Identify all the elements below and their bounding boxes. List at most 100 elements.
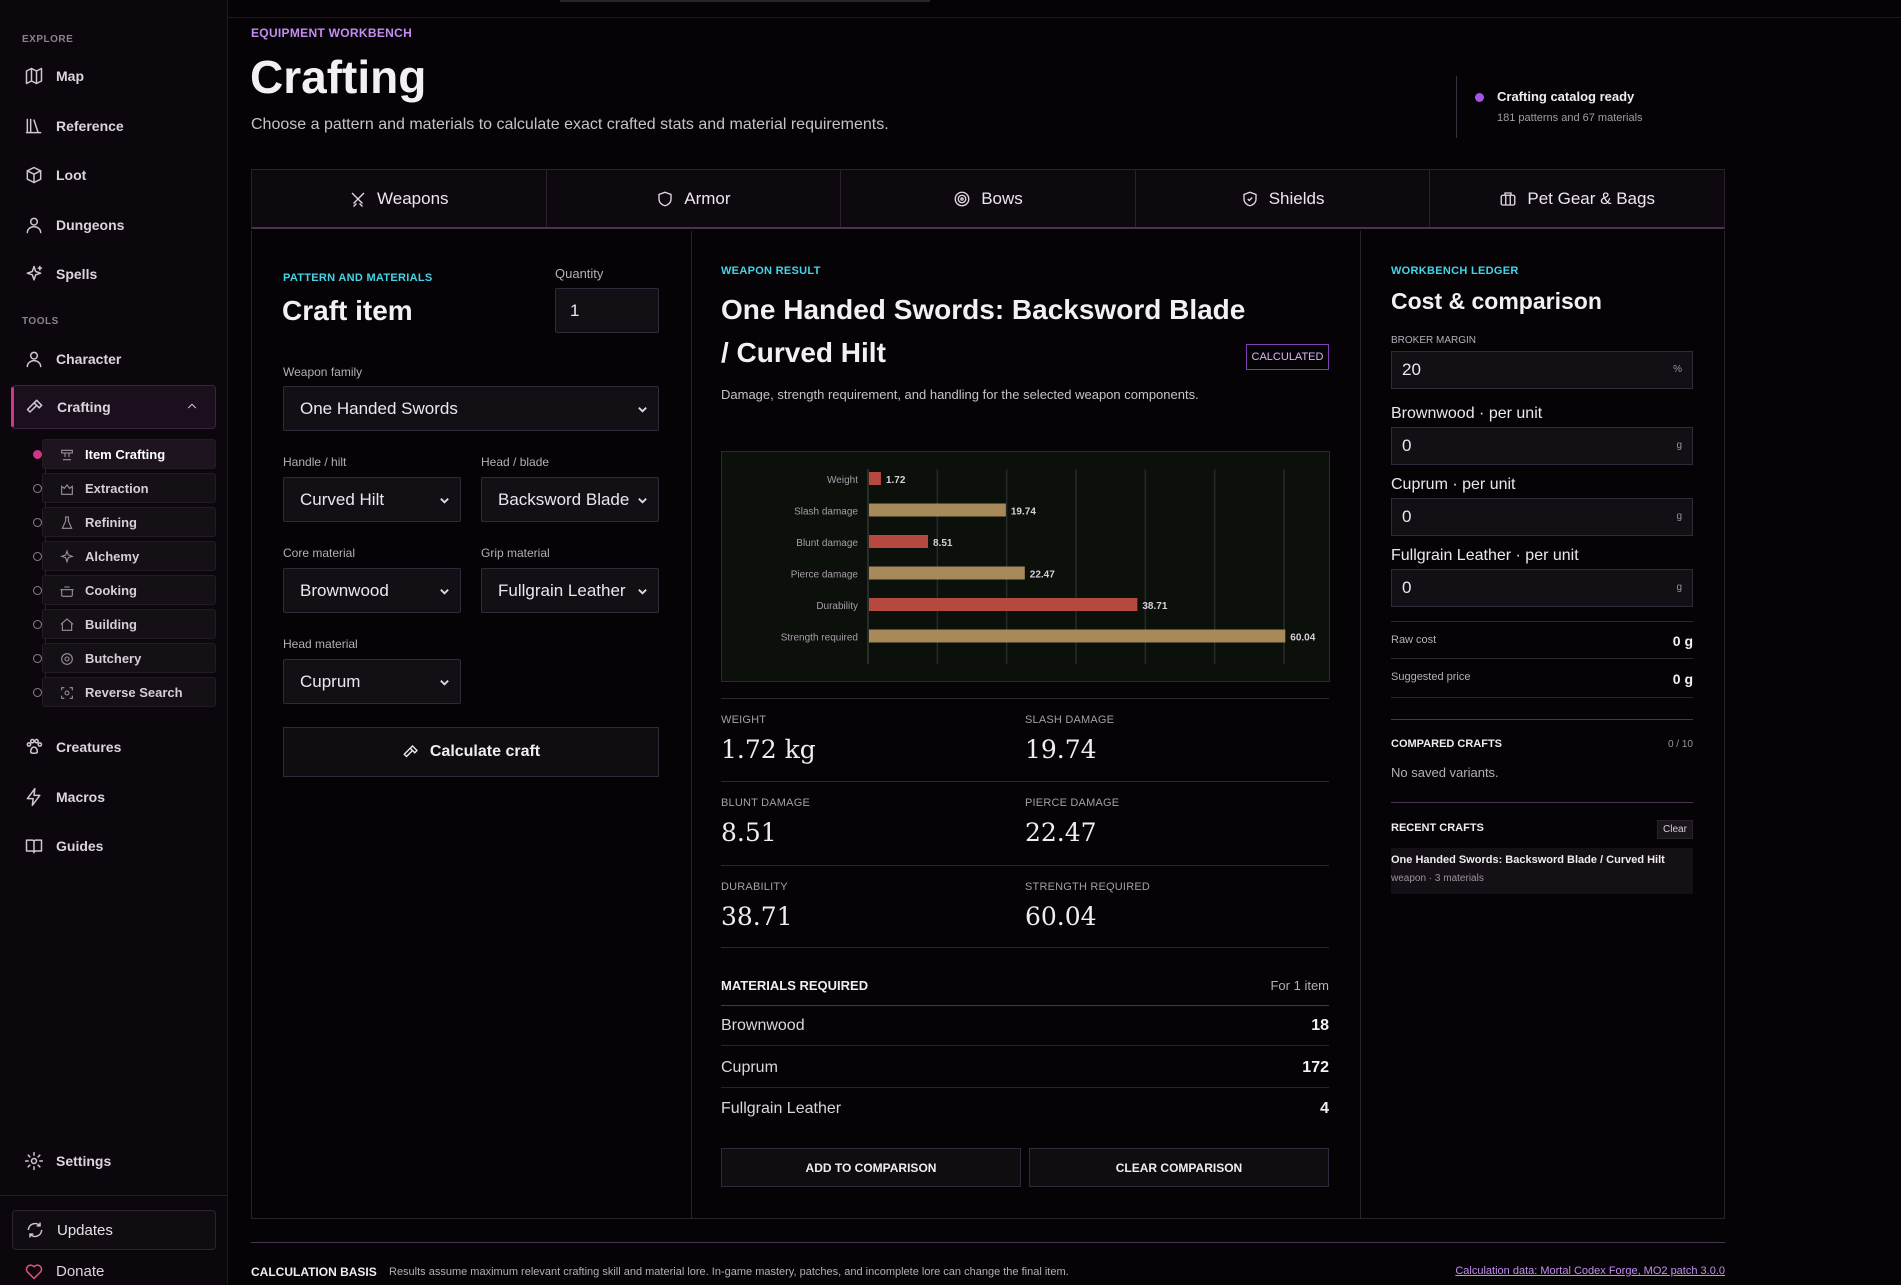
chart-value-label: 60.04 <box>1290 633 1315 644</box>
sidebar-subitem-alchemy[interactable]: Alchemy <box>33 541 216 571</box>
sidebar-item-reference[interactable]: Reference <box>12 106 216 146</box>
sidebar-item-dungeons[interactable]: Dungeons <box>12 205 216 245</box>
chart-bar <box>869 566 1025 580</box>
craft-eyebrow: PATTERN AND MATERIALS <box>283 272 433 284</box>
chart-category-label: Blunt damage <box>796 538 858 549</box>
ledger-eyebrow: WORKBENCH LEDGER <box>1391 265 1519 277</box>
sidebar-subitem-extraction[interactable]: Extraction <box>33 473 216 503</box>
sidebar-item-character[interactable]: Character <box>12 339 216 379</box>
unit-label: % <box>1673 364 1682 375</box>
sidebar-subitem-refining[interactable]: Refining <box>33 507 216 537</box>
divider <box>721 947 1329 948</box>
sidebar-item-settings[interactable]: Settings <box>12 1141 216 1181</box>
compared-count: 0 / 10 <box>1667 739 1693 750</box>
page-eyebrow: EQUIPMENT WORKBENCH <box>251 26 413 40</box>
bullet-dot <box>33 654 42 663</box>
tab-armor[interactable]: Armor <box>547 170 842 227</box>
loot-icon <box>26 166 42 184</box>
workbench-panel <box>251 231 1725 1219</box>
tab-weapons[interactable]: Weapons <box>252 170 547 227</box>
divider <box>1391 697 1693 698</box>
price-input-cuprum[interactable]: 0 g <box>1391 498 1693 536</box>
calculation-basis-label: CALCULATION BASIS <box>251 1265 377 1279</box>
handle-select[interactable]: Curved Hilt <box>283 477 461 522</box>
divider <box>1391 802 1693 803</box>
grip-material-select[interactable]: Fullgrain Leather <box>481 568 659 613</box>
stat-label-pierce: PIERCE DAMAGE <box>1025 797 1120 809</box>
recent-clear-button[interactable]: Clear <box>1657 820 1693 839</box>
tab-label: Shields <box>1268 188 1325 208</box>
head-material-select[interactable]: Cuprum <box>283 659 461 704</box>
add-to-comparison-button[interactable]: ADD TO COMPARISON <box>721 1148 1021 1187</box>
chart-value-label: 8.51 <box>933 538 953 549</box>
sidebar-subitem-item-crafting[interactable]: Item Crafting <box>33 439 216 469</box>
bag-icon <box>1500 191 1516 206</box>
subitem-label: Butchery <box>85 650 142 666</box>
craft-title: Craft item <box>282 295 413 326</box>
recent-craft-item[interactable]: One Handed Swords: Backsword Blade / Cur… <box>1391 848 1693 894</box>
quantity-input[interactable]: 1 <box>555 288 659 333</box>
sidebar-item-macros[interactable]: Macros <box>12 777 216 817</box>
sidebar-subitem-building[interactable]: Building <box>33 609 216 639</box>
sidebar-subitem-cooking[interactable]: Cooking <box>33 575 216 605</box>
search-bar-edge <box>560 0 930 2</box>
clear-comparison-button[interactable]: CLEAR COMPARISON <box>1029 1148 1329 1187</box>
material-name: Brownwood <box>721 1016 805 1034</box>
sidebar-subitem-reverse-search[interactable]: Reverse Search <box>33 677 216 707</box>
stat-value-weight: 1.72 kg <box>721 735 816 764</box>
input-value: 20 <box>1402 360 1421 379</box>
sidebar-item-label: Reference <box>56 118 124 134</box>
raw-cost-value: 0 g <box>1672 633 1693 649</box>
sidebar-item-guides[interactable]: Guides <box>12 826 216 866</box>
sidebar-item-label: Macros <box>56 789 106 805</box>
price-input-brownwood[interactable]: 0 g <box>1391 427 1693 465</box>
material-name: Cuprum <box>721 1058 778 1076</box>
donate-button[interactable]: Donate <box>12 1257 216 1285</box>
page-subtitle: Choose a pattern and materials to calcul… <box>251 116 889 133</box>
sidebar-item-loot[interactable]: Loot <box>12 155 216 195</box>
price-input-fullgrain[interactable]: 0 g <box>1391 569 1693 607</box>
divider <box>1391 621 1693 622</box>
raw-cost-label: Raw cost <box>1391 634 1437 646</box>
tab-label: Weapons <box>377 188 449 208</box>
price-label-fullgrain: Fullgrain Leather · per unit <box>1391 547 1579 564</box>
active-indicator <box>11 387 14 427</box>
bullet-dot <box>33 450 42 459</box>
sidebar-item-map[interactable]: Map <box>12 56 216 96</box>
sidebar-item-spells[interactable]: Spells <box>12 254 216 294</box>
core-material-select[interactable]: Brownwood <box>283 568 461 613</box>
sidebar-subitem-butchery[interactable]: Butchery <box>33 643 216 673</box>
shield-icon <box>658 191 672 206</box>
chart-background <box>721 451 1330 682</box>
updates-button[interactable]: Updates <box>12 1210 216 1250</box>
weapon-family-select[interactable]: One Handed Swords <box>283 386 659 431</box>
sidebar-item-creatures[interactable]: Creatures <box>12 727 216 767</box>
hammer-icon <box>26 399 43 413</box>
subitem-label: Refining <box>85 514 137 530</box>
head-select[interactable]: Backsword Blade <box>481 477 659 522</box>
chart-bar <box>869 503 1006 517</box>
sidebar-item-crafting[interactable]: Crafting <box>12 385 216 429</box>
tab-pet-gear-bags[interactable]: Pet Gear & Bags <box>1430 170 1724 227</box>
input-value: 0 <box>1402 436 1412 455</box>
tab-label: Pet Gear & Bags <box>1527 188 1655 208</box>
tab-bows[interactable]: Bows <box>841 170 1136 227</box>
calculate-craft-button[interactable]: Calculate craft <box>283 727 659 777</box>
chart-category-label: Slash damage <box>794 507 858 518</box>
chart-bar <box>869 535 929 548</box>
sidebar-item-label: Dungeons <box>56 217 125 233</box>
user-icon <box>26 351 42 368</box>
stat-label-weight: WEIGHT <box>721 714 767 726</box>
calculation-data-link[interactable]: Calculation data: Mortal Codex Forge, MO… <box>1455 1265 1725 1277</box>
subitem-label: Extraction <box>85 480 149 496</box>
sidebar-item-label: Spells <box>56 266 98 282</box>
explore-section-label: EXPLORE <box>22 34 74 45</box>
stat-value-strength: 60.04 <box>1025 902 1097 931</box>
head-label: Head / blade <box>481 455 550 469</box>
broker-margin-input[interactable]: 20 % <box>1391 351 1693 389</box>
materials-for: For 1 item <box>1270 978 1329 993</box>
divider <box>721 781 1329 782</box>
recent-craft-meta: weapon · 3 materials <box>1391 873 1484 884</box>
tab-shields[interactable]: Shields <box>1136 170 1431 227</box>
result-eyebrow: WEAPON RESULT <box>721 265 821 277</box>
